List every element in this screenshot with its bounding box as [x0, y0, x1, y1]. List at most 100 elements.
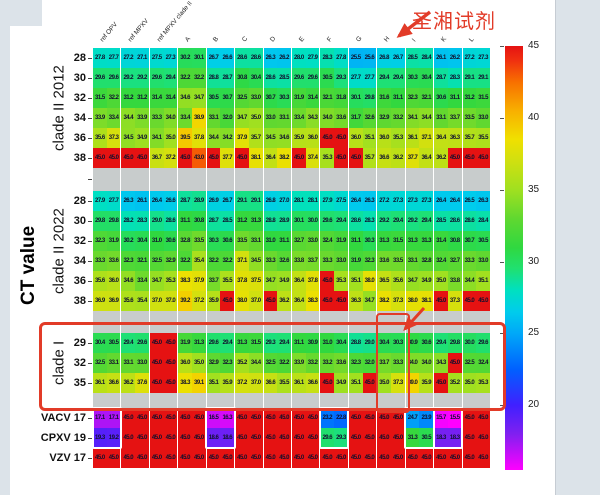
ct-value: 29.2 — [377, 211, 391, 231]
ct-value: 35.3 — [334, 271, 348, 291]
ct-cell: 36.4 38.2 — [263, 148, 291, 168]
ct-value: 45.0 — [178, 148, 192, 168]
ct-value: 32.5 — [149, 251, 164, 271]
ct-value: 34.3 — [305, 108, 320, 128]
ct-value: 29.6 — [320, 428, 335, 448]
row-tick-label: CPXV 19 — [40, 432, 86, 444]
ct-cell: 45.0 35.7 — [348, 148, 377, 168]
ct-value: 32.5 — [93, 353, 107, 373]
ct-value: 33.9 — [135, 108, 149, 128]
ct-value: 35.9 — [206, 291, 221, 311]
ct-cell: 38.0 37.0 — [235, 291, 263, 311]
ct-cell: 45.0 45.0 — [121, 428, 149, 448]
row-tick — [88, 118, 92, 119]
ct-cell: 31.4 30.8 — [434, 231, 462, 251]
ct-value: 32.9 — [163, 251, 178, 271]
ct-cell: 26.1 26.2 — [434, 48, 462, 68]
ct-value: 35.0 — [462, 373, 477, 393]
ct-value: 45.0 — [163, 333, 178, 353]
ct-cell: 34.7 35.0 — [235, 108, 263, 128]
ct-cell: 32.5 32.4 — [462, 353, 490, 373]
ct-value: 33.2 — [320, 353, 335, 373]
ct-value: 35.7 — [362, 148, 377, 168]
group-label: clade II 2022 — [50, 208, 68, 294]
ct-cell: 45.0 45.0 — [292, 428, 320, 448]
ct-value: 36.9 — [106, 291, 121, 311]
ct-value: 43.0 — [192, 148, 206, 168]
ct-cell: 28.6 28.6 — [235, 48, 263, 68]
ct-value: 31.3 — [405, 428, 420, 448]
row-tick — [88, 58, 92, 59]
heatmap-band: 27.8 27.7 27.2 27.1 27.5 27.3 30.2 30.1 26.7 26.6… — [93, 48, 490, 168]
ct-value: 28.8 — [263, 211, 278, 231]
ct-value: 16.3 — [220, 408, 235, 428]
ct-cell: 38.2 37.3 — [377, 291, 405, 311]
ct-value: 32.1 — [419, 88, 434, 108]
spacer-cell — [263, 168, 291, 191]
ct-value: 33.1 — [248, 231, 263, 251]
ct-cell: 45.0 45.0 — [263, 408, 291, 428]
ct-value: 31.3 — [248, 211, 263, 231]
ct-cell: 31.5 32.2 — [93, 88, 121, 108]
ct-value: 33.5 — [391, 251, 405, 271]
ct-cell: 26.4 26.6 — [149, 191, 178, 211]
ct-value: 15.5 — [447, 408, 462, 428]
ct-value: 36.4 — [419, 148, 434, 168]
ct-value: 33.0 — [248, 88, 263, 108]
ct-value: 31.9 — [106, 231, 121, 251]
ct-value: 29.3 — [334, 428, 348, 448]
ct-cell: 45.0 45.0 — [462, 448, 490, 468]
ct-cell: 35.0 35.3 — [462, 373, 490, 393]
ct-cell: 45.0 45.0 — [377, 408, 405, 428]
ct-cell: 28.7 28.5 — [206, 211, 235, 231]
ct-value: 45.0 — [178, 448, 192, 468]
ct-value: 33.1 — [277, 108, 291, 128]
ct-value: 29.4 — [277, 333, 291, 353]
ct-value: 28.4 — [419, 48, 434, 68]
ct-value: 29.6 — [106, 68, 121, 88]
spacer-cell — [348, 393, 377, 408]
ct-cell: 45.0 34.9 — [320, 373, 348, 393]
column-header: H — [382, 35, 392, 44]
ct-value: 36.4 — [292, 291, 306, 311]
ct-value: 36.4 — [263, 148, 278, 168]
ct-value: 45.0 — [135, 448, 149, 468]
spacer-cell — [263, 393, 291, 408]
ct-value: 32.2 — [178, 68, 192, 88]
ct-value: 29.1 — [248, 191, 263, 211]
ct-value: 30.5 — [476, 231, 490, 251]
ct-value: 45.0 — [348, 408, 363, 428]
ct-value: 30.3 — [206, 231, 221, 251]
ct-value: 27.3 — [391, 191, 405, 211]
ct-value: 45.0 — [476, 148, 490, 168]
ct-cell: 39.5 37.8 — [178, 128, 206, 148]
ct-value: 33.0 — [476, 108, 490, 128]
ct-cell: 33.1 33.7 — [434, 108, 462, 128]
ct-value: 30.1 — [292, 211, 306, 231]
ct-value: 31.9 — [334, 231, 348, 251]
ct-value: 18.3 — [434, 428, 448, 448]
column-header: G — [354, 34, 364, 44]
ct-cell: 29.6 29.6 — [292, 68, 320, 88]
ct-value: 26.3 — [263, 48, 278, 68]
spacer-cell — [206, 393, 235, 408]
ct-value: 29.4 — [377, 68, 391, 88]
row-tick — [88, 438, 92, 439]
ct-cell: 33.5 33.1 — [235, 231, 263, 251]
ct-cell: 45.0 36.2 — [263, 291, 291, 311]
ct-value: 30.3 — [405, 68, 420, 88]
ct-value: 45.0 — [163, 448, 178, 468]
ct-value: 45.0 — [476, 448, 490, 468]
ct-cell: 31.2 31.5 — [462, 88, 490, 108]
ct-value: 27.5 — [334, 191, 348, 211]
ct-cell: 32.2 32.2 — [178, 68, 206, 88]
ct-cell: 36.4 38.3 — [292, 291, 320, 311]
ct-cell: 30.5 30.7 — [206, 88, 235, 108]
ct-value: 34.7 — [362, 291, 377, 311]
ct-cell: 34.3 45.0 — [434, 353, 462, 373]
ct-cell: 29.0 28.6 — [149, 211, 178, 231]
ct-cell: 35.0 37.3 — [377, 373, 405, 393]
ct-value: 31.1 — [447, 88, 462, 108]
ct-cell: 29.2 29.4 — [405, 211, 434, 231]
ct-cell: 45.0 45.0 — [405, 448, 434, 468]
